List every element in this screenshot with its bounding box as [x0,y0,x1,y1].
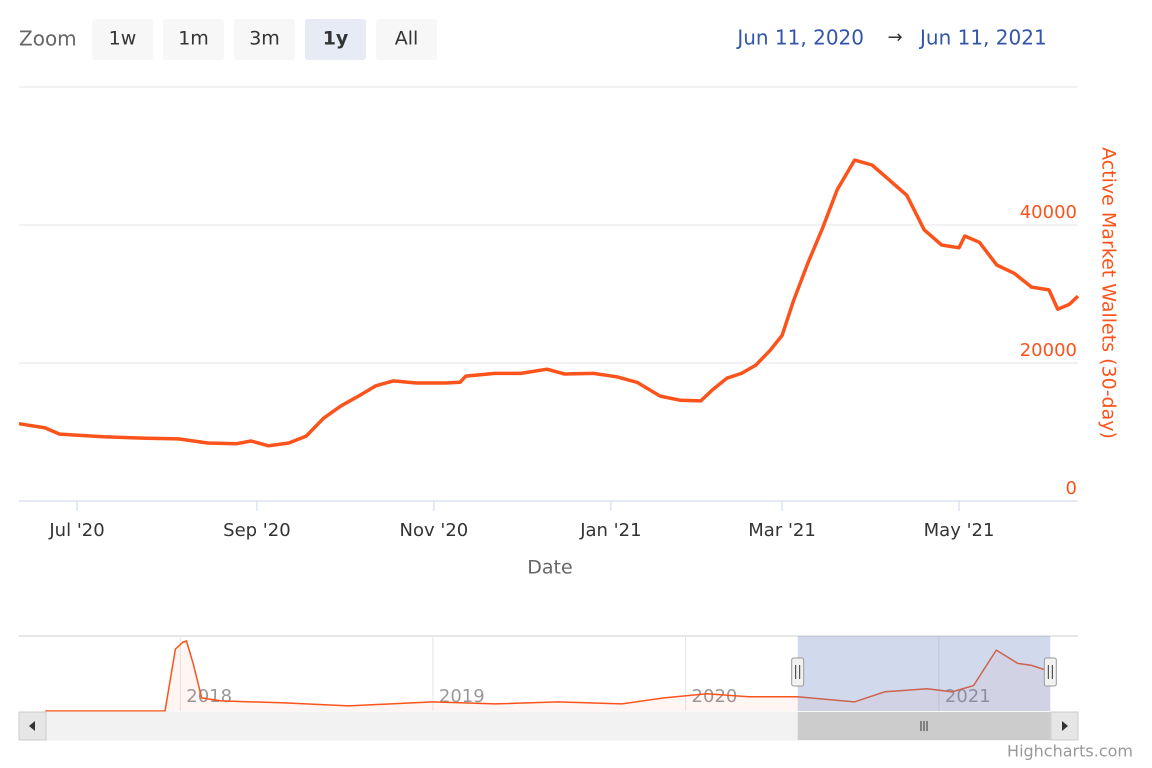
navigator-handle[interactable] [1043,657,1057,687]
zoom-label: Zoom [19,27,77,51]
y-tick-label: 40000 [1020,202,1077,223]
zoom-button[interactable] [234,19,295,60]
navigator-handle[interactable] [791,657,805,687]
navigator-line [45,640,1051,712]
arrow [29,721,35,731]
zoom-button[interactable] [92,19,153,60]
zoom-button[interactable] [163,19,224,60]
zoom-button[interactable] [376,19,437,60]
navigator-tick-label: 2020 [692,686,738,707]
x-tick-label: Mar '21 [748,520,816,541]
x-tick-label: Jul '20 [48,520,104,541]
zoom-button-label[interactable]: 1y [323,28,349,50]
y-axis-title: Active Market Wallets (30-day) [1098,147,1120,439]
zoom-button-label[interactable]: 3m [249,28,280,50]
x-tick-label: May '21 [924,520,995,541]
x-tick-label: Sep '20 [223,520,291,541]
arrow [1062,721,1068,731]
range-to[interactable]: Jun 11, 2021 [918,26,1047,50]
data-line [18,158,1080,448]
zoom-button[interactable] [305,19,366,60]
x-tick-label: Jan '21 [579,520,641,541]
y-tick-label: 0 [1066,478,1077,499]
range-from[interactable]: Jun 11, 2020 [735,26,864,50]
x-axis-title: Date [527,557,572,579]
navigator-area [45,641,1051,711]
credits[interactable]: Highcharts.com [1007,742,1133,761]
range-separator: → [887,27,902,48]
zoom-button-label[interactable]: 1m [178,28,209,50]
navigator-tick-label: 2018 [186,686,232,707]
zoom-button-label[interactable]: 1w [109,28,137,50]
y-tick-label: 20000 [1020,340,1077,361]
navigator-mask [797,636,1051,711]
zoom-button-label[interactable]: All [395,28,419,50]
x-tick-label: Nov '20 [400,520,469,541]
